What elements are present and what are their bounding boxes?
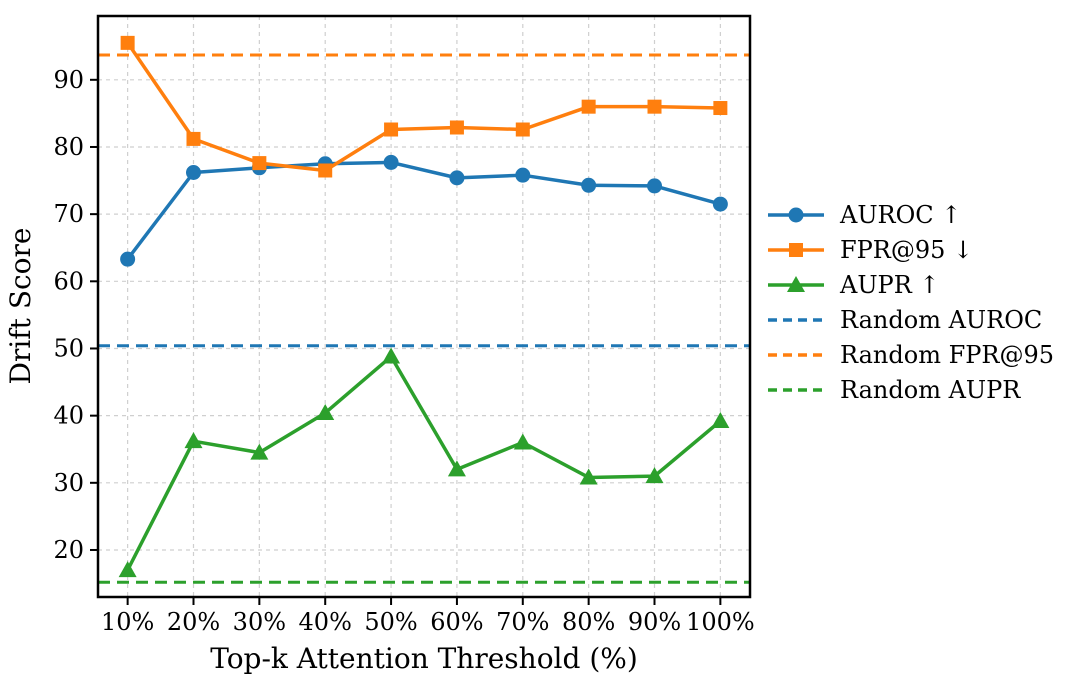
- x-tick-label: 90%: [628, 608, 681, 636]
- fpr-95-marker: [713, 101, 728, 116]
- y-tick-label: 80: [53, 133, 84, 161]
- legend-item-fpr-95: FPR@95 ↓: [768, 236, 973, 264]
- auroc-marker: [449, 170, 465, 186]
- fpr-95-marker: [647, 99, 662, 114]
- x-tick-label: 40%: [299, 608, 352, 636]
- y-tick-label: 60: [53, 267, 84, 295]
- series-auroc: [120, 154, 728, 267]
- y-tick-label: 20: [53, 536, 84, 564]
- aupr-marker: [118, 561, 137, 578]
- aupr-marker: [711, 412, 730, 429]
- fpr-95-marker: [384, 122, 399, 137]
- fpr-95-marker: [186, 131, 201, 146]
- aupr-marker: [447, 460, 466, 477]
- y-tick-label: 30: [53, 469, 84, 497]
- legend-label-random-aupr: Random AUPR: [840, 376, 1021, 404]
- aupr-marker: [645, 467, 664, 484]
- y-tick-label: 40: [53, 402, 84, 430]
- legend-aupr-marker: [787, 276, 805, 292]
- legend-fpr-95-marker: [789, 243, 803, 257]
- aupr-marker: [513, 433, 532, 450]
- auroc-marker: [712, 196, 728, 212]
- x-tick-label: 80%: [562, 608, 615, 636]
- fpr-95-marker: [120, 35, 135, 50]
- y-axis-label: Drift Score: [4, 228, 37, 385]
- aupr-marker: [316, 403, 335, 420]
- fpr-95-marker: [449, 120, 464, 135]
- legend-label-random-fpr-95: Random FPR@95: [840, 341, 1054, 369]
- x-tick-label: 30%: [233, 608, 286, 636]
- plot-frame: [96, 14, 752, 599]
- x-tick-label: 70%: [496, 608, 549, 636]
- tick-layer: 10% 20% 30% 40% 50% 60% 70% 80% 90% 100% 20 30 40 50 6…: [53, 66, 754, 636]
- y-tick-label: 50: [53, 334, 84, 362]
- aupr-marker: [184, 432, 203, 449]
- legend-label-auroc: AUROC ↑: [839, 201, 961, 229]
- auroc-marker: [185, 165, 201, 181]
- x-tick-label: 100%: [686, 608, 755, 636]
- aupr-marker: [579, 468, 598, 485]
- x-tick-label: 10%: [101, 608, 154, 636]
- aupr-marker: [382, 347, 401, 364]
- fpr-95-marker: [515, 122, 530, 137]
- fpr-95-marker: [252, 156, 267, 171]
- fpr-95-marker: [581, 99, 596, 114]
- auroc-marker: [120, 251, 136, 267]
- legend-label-aupr: AUPR ↑: [839, 271, 940, 299]
- x-axis-label: Top-k Attention Threshold (%): [210, 642, 638, 675]
- legend-item-aupr: AUPR ↑: [768, 271, 940, 299]
- series-fpr-95: [120, 35, 728, 178]
- series-line-aupr: [125, 354, 723, 572]
- x-tick-label: 20%: [167, 608, 220, 636]
- baseline-layer: [98, 53, 750, 584]
- y-tick-label: 90: [53, 66, 84, 94]
- legend-item-auroc: AUROC ↑: [768, 201, 961, 229]
- legend-item-random-aupr: Random AUPR: [768, 376, 1021, 404]
- series-aupr: [118, 347, 730, 578]
- auroc-marker: [581, 177, 597, 193]
- legend-label-fpr-95: FPR@95 ↓: [840, 236, 973, 264]
- aupr-marker: [250, 443, 269, 460]
- legend-layer: AUROC ↑ FPR@95 ↓ AUPR ↑ Random AUROC Random …: [768, 201, 1054, 404]
- y-tick-label: 70: [53, 200, 84, 228]
- frame-layer: [96, 14, 752, 599]
- x-tick-label: 50%: [364, 608, 417, 636]
- fpr-95-marker: [318, 163, 333, 178]
- legend-auroc-marker: [788, 207, 804, 223]
- legend-item-random-fpr-95: Random FPR@95: [768, 341, 1054, 369]
- legend-item-random-auroc: Random AUROC: [768, 306, 1042, 334]
- series-line-fpr-95: [125, 41, 723, 173]
- auroc-marker: [647, 178, 663, 194]
- auroc-marker: [383, 154, 399, 170]
- series-line-auroc: [125, 160, 723, 261]
- series-layer: [118, 35, 730, 578]
- auroc-marker: [515, 167, 531, 183]
- legend-label-random-auroc: Random AUROC: [840, 306, 1042, 334]
- x-tick-label: 60%: [430, 608, 483, 636]
